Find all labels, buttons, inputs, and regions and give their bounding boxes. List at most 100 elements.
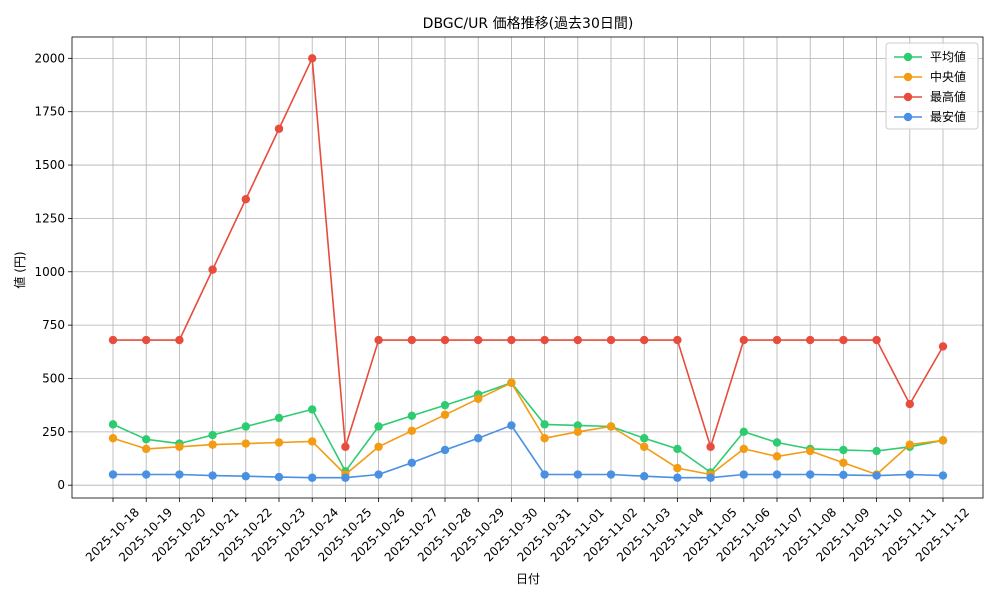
data-point: [540, 420, 549, 429]
data-point: [673, 473, 682, 482]
data-point: [308, 405, 317, 414]
data-point: [108, 470, 118, 479]
data-point: [872, 335, 881, 345]
data-point: [208, 265, 217, 274]
data-point: [839, 445, 848, 455]
data-point: [673, 335, 682, 345]
legend-box: [885, 42, 979, 130]
series-3: [108, 421, 948, 482]
legend-marker: [903, 92, 913, 102]
series-line: [113, 57, 944, 448]
data-point: [108, 335, 118, 345]
series-layer: [108, 54, 948, 482]
data-point: [839, 335, 848, 345]
data-point: [440, 445, 450, 455]
y-tick-label: 250: [42, 425, 65, 439]
data-point: [540, 470, 549, 479]
data-point: [905, 440, 914, 449]
data-point: [507, 335, 516, 345]
y-axis-ticks: 0 250 500 750 1000 1250 1500 1750 2000: [34, 51, 72, 492]
data-point: [806, 470, 815, 479]
y-tick-label: 0: [57, 478, 65, 492]
data-point: [772, 470, 782, 479]
data-point: [673, 463, 682, 473]
data-point: [772, 335, 782, 345]
data-point: [474, 394, 483, 403]
data-point: [938, 436, 948, 445]
data-point: [606, 470, 616, 479]
legend-label: 平均値: [930, 49, 966, 64]
data-point: [706, 473, 715, 482]
legend-label: 中央値: [930, 69, 966, 84]
data-point: [739, 444, 748, 454]
data-point: [374, 470, 383, 479]
series-2: [108, 54, 948, 451]
data-point: [474, 335, 483, 345]
series-line: [112, 381, 944, 474]
data-point: [474, 434, 483, 443]
data-point: [374, 422, 383, 431]
legend-marker: [903, 52, 913, 62]
data-point: [407, 426, 416, 435]
data-point: [606, 335, 616, 345]
data-point: [407, 458, 416, 467]
data-point: [341, 442, 350, 451]
data-point: [407, 335, 416, 345]
chart-title: DBGC/UR 価格推移(過去30日間): [423, 16, 634, 32]
data-point: [142, 444, 151, 454]
y-tick-label: 1500: [34, 158, 65, 172]
data-point: [241, 439, 250, 448]
y-axis-label: 値 (円): [12, 251, 27, 288]
legend-marker: [903, 72, 913, 82]
data-point: [440, 335, 450, 345]
legend-item: 最安値: [894, 109, 966, 124]
y-tick-label: 2000: [34, 51, 65, 65]
data-point: [839, 470, 848, 480]
data-point: [208, 440, 217, 449]
data-point: [872, 471, 881, 480]
data-point: [274, 438, 284, 447]
data-point: [806, 335, 815, 345]
y-tick-label: 1250: [34, 211, 65, 225]
data-point: [142, 470, 151, 479]
data-point: [540, 434, 549, 443]
data-point: [241, 422, 250, 431]
data-point: [208, 430, 217, 440]
data-point: [606, 422, 616, 431]
series-0: [108, 378, 948, 477]
data-point: [573, 421, 582, 430]
data-point: [274, 413, 284, 423]
data-point: [673, 444, 682, 454]
data-point: [872, 446, 881, 456]
data-point: [407, 411, 416, 421]
data-point: [308, 437, 317, 446]
legend-item: 最高値: [894, 89, 966, 104]
data-point: [175, 442, 184, 451]
data-point: [739, 427, 748, 437]
legend-item: 中央値: [894, 69, 966, 84]
plot-frame: [71, 36, 984, 499]
data-point: [806, 446, 815, 456]
data-point: [573, 470, 582, 479]
legend-marker: [903, 112, 913, 122]
data-point: [374, 442, 383, 451]
data-point: [507, 421, 516, 430]
data-point: [573, 427, 582, 437]
data-point: [905, 399, 914, 409]
x-axis-label: 日付: [516, 572, 540, 586]
data-point: [142, 335, 151, 345]
data-point: [938, 471, 948, 480]
data-point: [440, 410, 450, 419]
data-point: [905, 470, 914, 479]
y-tick-label: 1000: [34, 265, 65, 279]
data-point: [772, 438, 782, 447]
data-point: [573, 335, 582, 345]
data-point: [108, 434, 118, 443]
data-point: [142, 435, 151, 444]
data-point: [640, 434, 649, 443]
x-axis-ticks: 2025-10-182025-10-192025-10-202025-10-21…: [83, 498, 972, 564]
data-point: [839, 458, 848, 467]
grid: [72, 37, 983, 498]
